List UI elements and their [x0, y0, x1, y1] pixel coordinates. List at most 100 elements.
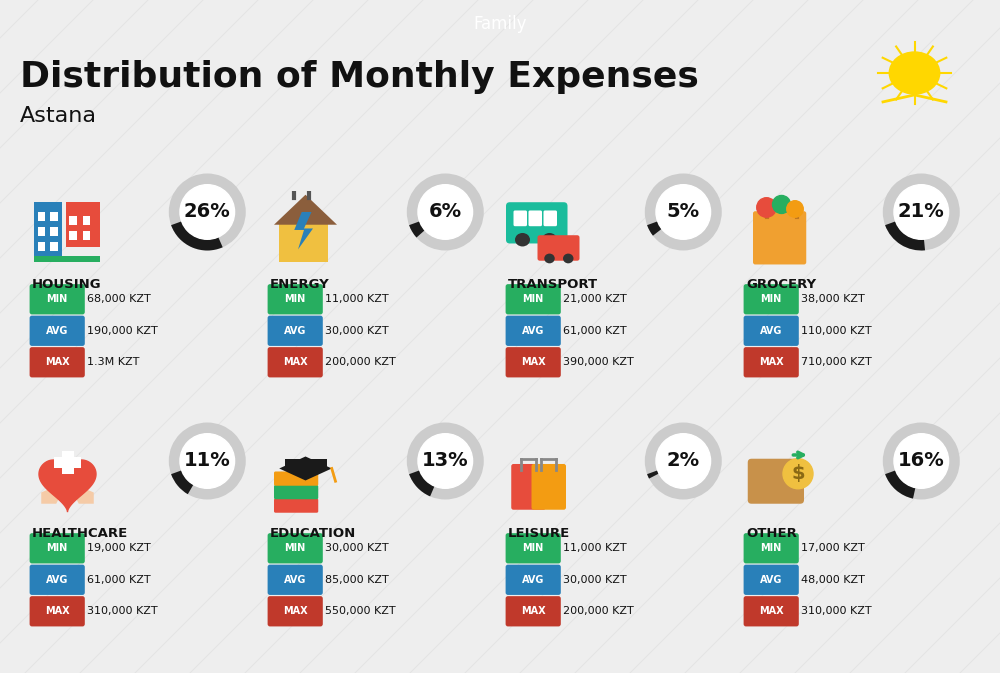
Text: MAX: MAX — [521, 357, 546, 367]
Text: MAX: MAX — [521, 606, 546, 616]
Text: MIN: MIN — [285, 294, 306, 304]
Polygon shape — [39, 460, 96, 511]
FancyBboxPatch shape — [69, 216, 76, 225]
Text: MAX: MAX — [283, 606, 308, 616]
Text: 6%: 6% — [429, 203, 462, 221]
Text: 310,000 KZT: 310,000 KZT — [801, 606, 872, 616]
Text: 310,000 KZT: 310,000 KZT — [87, 606, 158, 616]
FancyBboxPatch shape — [38, 212, 45, 221]
Text: 30,000 KZT: 30,000 KZT — [325, 543, 389, 553]
Wedge shape — [885, 470, 915, 499]
Text: 710,000 KZT: 710,000 KZT — [801, 357, 872, 367]
Text: 61,000 KZT: 61,000 KZT — [563, 326, 627, 336]
Wedge shape — [647, 221, 662, 236]
Text: 190,000 KZT: 190,000 KZT — [87, 326, 158, 336]
Text: MIN: MIN — [285, 543, 306, 553]
Circle shape — [757, 198, 776, 217]
Text: MIN: MIN — [47, 294, 68, 304]
FancyBboxPatch shape — [50, 212, 58, 221]
Circle shape — [418, 184, 473, 240]
Text: 30,000 KZT: 30,000 KZT — [325, 326, 389, 336]
Wedge shape — [407, 174, 484, 250]
Text: 200,000 KZT: 200,000 KZT — [325, 357, 396, 367]
Text: AVG: AVG — [46, 326, 68, 336]
FancyBboxPatch shape — [506, 347, 561, 378]
FancyBboxPatch shape — [744, 596, 799, 627]
FancyBboxPatch shape — [30, 284, 85, 314]
Text: 11,000 KZT: 11,000 KZT — [325, 294, 389, 304]
Circle shape — [180, 433, 235, 489]
Ellipse shape — [515, 233, 530, 246]
Text: AVG: AVG — [760, 575, 782, 585]
Circle shape — [656, 184, 711, 240]
Text: 16%: 16% — [898, 452, 945, 470]
Text: AVG: AVG — [760, 326, 782, 336]
Text: OTHER: OTHER — [746, 527, 797, 540]
Text: MIN: MIN — [523, 543, 544, 553]
Text: 11,000 KZT: 11,000 KZT — [563, 543, 627, 553]
Wedge shape — [171, 221, 223, 250]
Circle shape — [418, 433, 473, 489]
FancyBboxPatch shape — [62, 451, 74, 474]
FancyBboxPatch shape — [30, 565, 85, 595]
Text: Astana: Astana — [20, 106, 97, 126]
Text: 30,000 KZT: 30,000 KZT — [563, 575, 627, 585]
FancyBboxPatch shape — [268, 596, 323, 627]
Circle shape — [783, 459, 813, 489]
Polygon shape — [294, 212, 313, 250]
Text: MAX: MAX — [759, 606, 784, 616]
FancyBboxPatch shape — [744, 316, 799, 346]
FancyBboxPatch shape — [30, 596, 85, 627]
FancyBboxPatch shape — [285, 459, 326, 468]
Wedge shape — [171, 470, 193, 494]
Text: MAX: MAX — [45, 357, 70, 367]
Text: Family: Family — [473, 15, 527, 33]
Text: 390,000 KZT: 390,000 KZT — [563, 357, 634, 367]
FancyBboxPatch shape — [268, 533, 323, 563]
Text: 550,000 KZT: 550,000 KZT — [325, 606, 396, 616]
Text: Distribution of Monthly Expenses: Distribution of Monthly Expenses — [20, 61, 699, 94]
Text: 61,000 KZT: 61,000 KZT — [87, 575, 151, 585]
Text: LEISURE: LEISURE — [508, 527, 570, 540]
Text: 85,000 KZT: 85,000 KZT — [325, 575, 389, 585]
Text: TRANSPORT: TRANSPORT — [508, 278, 598, 291]
Text: MAX: MAX — [45, 606, 70, 616]
Text: AVG: AVG — [284, 326, 306, 336]
Text: 11%: 11% — [184, 452, 231, 470]
Wedge shape — [409, 470, 435, 497]
Text: AVG: AVG — [522, 326, 544, 336]
Wedge shape — [883, 423, 960, 499]
Wedge shape — [169, 174, 246, 250]
Text: 2%: 2% — [667, 452, 700, 470]
FancyBboxPatch shape — [506, 284, 561, 314]
FancyBboxPatch shape — [274, 485, 318, 499]
Text: 17,000 KZT: 17,000 KZT — [801, 543, 865, 553]
Wedge shape — [647, 470, 659, 479]
FancyBboxPatch shape — [30, 316, 85, 346]
FancyBboxPatch shape — [50, 242, 58, 251]
Ellipse shape — [544, 254, 555, 263]
Text: $: $ — [791, 464, 805, 483]
FancyBboxPatch shape — [744, 284, 799, 314]
FancyBboxPatch shape — [753, 211, 806, 264]
FancyBboxPatch shape — [82, 216, 90, 225]
FancyBboxPatch shape — [744, 347, 799, 378]
Text: ENERGY: ENERGY — [270, 278, 330, 291]
Text: AVG: AVG — [46, 575, 68, 585]
Wedge shape — [645, 423, 722, 499]
Ellipse shape — [563, 254, 574, 263]
Circle shape — [894, 184, 949, 240]
Circle shape — [180, 184, 235, 240]
Circle shape — [772, 195, 790, 213]
FancyBboxPatch shape — [511, 464, 546, 509]
FancyBboxPatch shape — [274, 499, 318, 513]
Polygon shape — [41, 481, 94, 503]
Text: HOUSING: HOUSING — [32, 278, 102, 291]
Wedge shape — [407, 423, 484, 499]
Text: 1.3M KZT: 1.3M KZT — [87, 357, 139, 367]
FancyBboxPatch shape — [744, 565, 799, 595]
FancyBboxPatch shape — [82, 231, 90, 240]
Polygon shape — [274, 194, 337, 225]
Text: 5%: 5% — [667, 203, 700, 221]
FancyBboxPatch shape — [279, 221, 328, 262]
